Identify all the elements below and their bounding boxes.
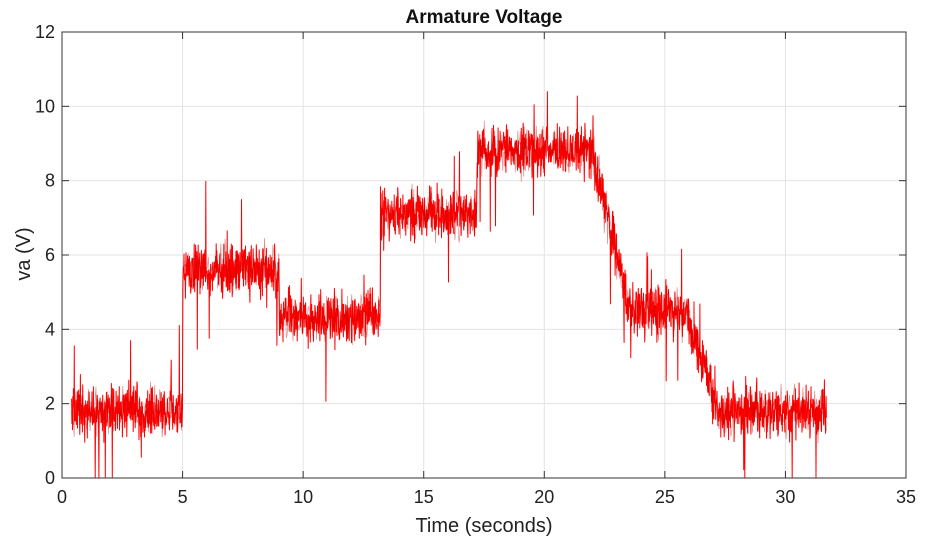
- series-line: [71, 91, 827, 479]
- y-tick-label: 6: [45, 245, 55, 265]
- chart-title: Armature Voltage: [406, 7, 563, 28]
- series-line-texture: [71, 120, 827, 444]
- y-tick-label: 10: [35, 96, 55, 116]
- y-tick-label: 2: [45, 394, 55, 414]
- x-tick-label: 10: [293, 487, 313, 507]
- y-tick-label: 0: [45, 468, 55, 488]
- y-tick-label: 8: [45, 171, 55, 191]
- series-layer: [71, 91, 827, 479]
- x-tick-label: 15: [414, 487, 434, 507]
- y-tick-label: 12: [35, 22, 55, 42]
- x-tick-label: 35: [896, 487, 916, 507]
- x-tick-label: 20: [534, 487, 554, 507]
- x-tick-label: 25: [655, 487, 675, 507]
- tick-layer: 0 5 10 15 20 25 30 35 0 2 4 6 8 10 12: [35, 22, 916, 507]
- y-tick-label: 4: [45, 319, 55, 339]
- x-tick-label: 30: [775, 487, 795, 507]
- x-tick-label: 0: [57, 487, 67, 507]
- x-axis-title: Time (seconds): [415, 515, 552, 537]
- x-tick-label: 5: [178, 487, 188, 507]
- y-axis-title: va (V): [13, 227, 35, 280]
